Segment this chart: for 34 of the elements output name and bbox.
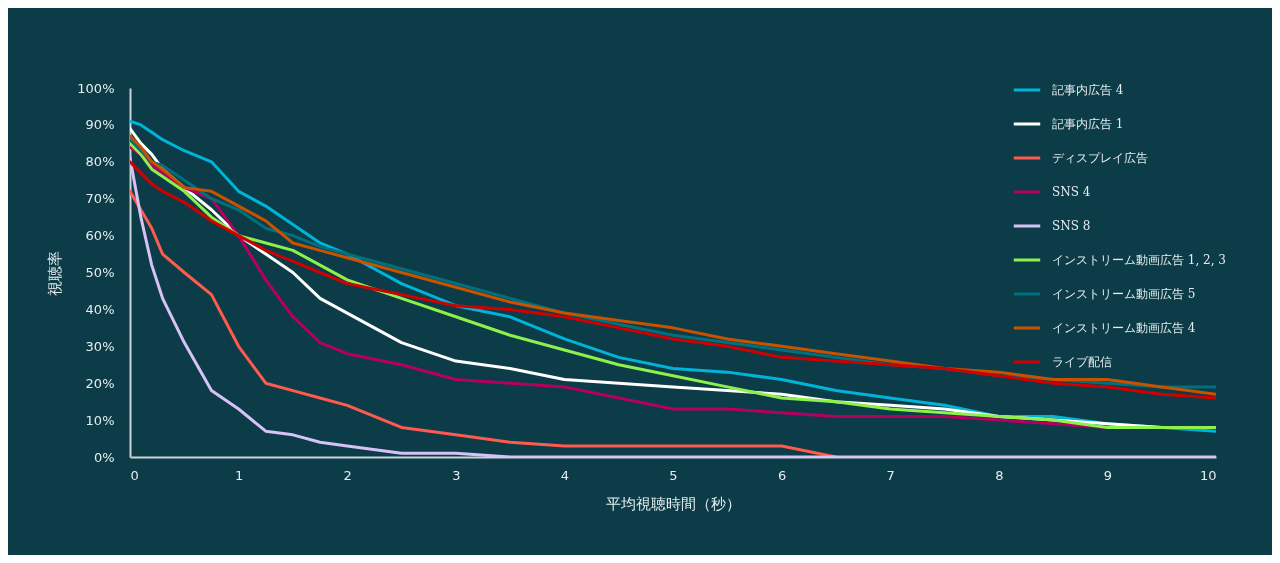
legend-label: ディスプレイ広告: [1052, 151, 1148, 165]
legend-label: 記事内広告 1: [1052, 117, 1124, 131]
y-tick-label: 60%: [85, 228, 115, 244]
x-tick-label: 1: [234, 467, 244, 483]
legend-label: 記事内広告 4: [1052, 83, 1124, 97]
x-tick-label: 6: [777, 467, 787, 483]
y-tick-label: 50%: [85, 265, 115, 280]
y-tick-label: 10%: [85, 412, 115, 428]
y-tick-label: 70%: [85, 191, 115, 207]
legend-label: インストリーム動画広告 5: [1052, 287, 1196, 301]
x-tick-label: 8: [995, 467, 1004, 483]
legend-label: インストリーム動画広告 1, 2, 3: [1052, 253, 1226, 267]
y-tick-label: 20%: [85, 375, 115, 391]
x-tick-label: 7: [886, 467, 895, 483]
legend-label: SNS 8: [1052, 219, 1091, 233]
y-tick-label: 100%: [77, 80, 115, 96]
x-axis-title: 平均視聴時間（秒）: [606, 494, 741, 513]
x-tick-label: 2: [343, 467, 352, 483]
y-tick-label: 0%: [93, 449, 115, 465]
y-tick-label: 80%: [85, 154, 115, 170]
y-tick-label: 90%: [85, 117, 115, 133]
y-axis-title: 視聴率: [46, 250, 65, 296]
line-series: [130, 189, 838, 457]
y-tick-label: 30%: [85, 338, 115, 354]
legend-label: SNS 4: [1052, 185, 1091, 199]
x-tick-label: 3: [452, 467, 461, 483]
x-tick-label: 4: [560, 467, 570, 483]
legend-label: インストリーム動画広告 4: [1052, 321, 1196, 335]
x-tick-label: 9: [1103, 467, 1113, 483]
y-tick-label: 40%: [85, 301, 115, 317]
x-tick-label: 5: [669, 467, 678, 483]
x-tick-label: 0: [130, 467, 139, 483]
legend-label: ライブ配信: [1052, 355, 1112, 369]
x-tick-label: 10: [1199, 467, 1217, 483]
